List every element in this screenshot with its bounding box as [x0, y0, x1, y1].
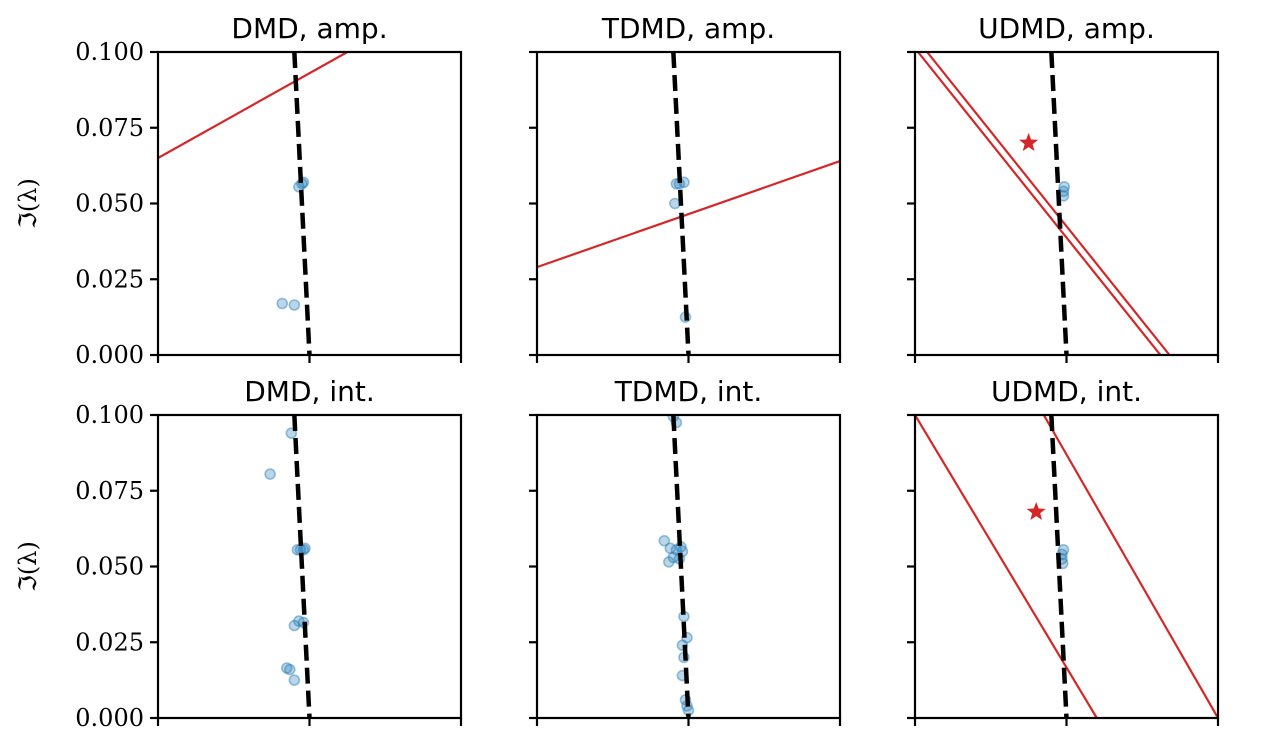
dashed-reference-curve — [1049, 52, 1069, 355]
y-tick-label: 0.025 — [75, 265, 144, 293]
eigenvalue-point — [669, 197, 681, 210]
eigenvalue-point — [284, 663, 296, 676]
plot-area — [537, 52, 840, 355]
axes-frame — [535, 413, 842, 720]
red-line-1 — [537, 160, 840, 269]
y-tick-label: 0.000 — [75, 704, 144, 731]
eigenvalue-point — [280, 662, 293, 674]
eigenvalue-point — [664, 542, 677, 555]
eigenvalue-point — [299, 542, 311, 555]
red-line-1 — [158, 52, 348, 160]
axes-frame — [913, 50, 1220, 357]
axes-frame — [156, 50, 463, 357]
plot-area — [264, 415, 312, 718]
eigenvalue-point — [670, 544, 683, 556]
red-line-2 — [926, 52, 1171, 355]
panel-3: UDMD, amp. — [907, 12, 1220, 363]
panel-title: UDMD, int. — [991, 375, 1142, 408]
eigenvalue-point — [293, 615, 305, 627]
panel-title: DMD, amp. — [231, 12, 387, 45]
dashed-reference-curve — [671, 415, 691, 718]
eigenvalue-point — [663, 556, 675, 568]
y-axis-label: ℑ(λ) — [14, 541, 42, 592]
panel-title: UDMD, amp. — [978, 12, 1155, 45]
eigenvalue-point — [288, 674, 301, 686]
panel-6: UDMD, int. — [907, 375, 1220, 726]
eigenvalue-point — [658, 534, 671, 547]
y-tick-label: 0.100 — [75, 38, 144, 66]
eigenvalue-point — [264, 468, 276, 480]
axes-frame — [156, 413, 463, 720]
y-axis-label: ℑ(λ) — [14, 178, 42, 229]
eigenvalue-point — [288, 299, 301, 311]
plot-area — [158, 52, 348, 355]
panel-title: TDMD, int. — [614, 375, 763, 408]
y-tick-label: 0.025 — [75, 628, 144, 656]
y-tick-label: 0.075 — [75, 114, 144, 142]
dashed-reference-curve — [292, 52, 312, 355]
y-tick-label: 0.100 — [75, 401, 144, 429]
eigenvalue-point — [1058, 181, 1071, 193]
y-tick-label: 0.050 — [75, 190, 144, 218]
plot-area — [658, 415, 695, 718]
red-line-1 — [917, 52, 1162, 355]
dashed-reference-curve — [1049, 415, 1069, 718]
eigenvalue-point — [276, 297, 289, 310]
panel-title: TDMD, amp. — [601, 12, 775, 45]
panel-4: 0.000 0.025 0.050 0.075 0.100 DMD, int. ℑ(λ) — [14, 375, 463, 731]
y-tick-label: 0.000 — [75, 341, 144, 369]
y-tick-label: 0.050 — [75, 553, 144, 581]
dashed-reference-curve — [671, 52, 691, 355]
star-marker — [1019, 132, 1039, 151]
eigenvalue-point — [288, 619, 301, 632]
star-marker — [1026, 501, 1046, 521]
eigenvalue-point — [1057, 544, 1070, 556]
eigenvalue-point — [291, 544, 304, 556]
y-tick-label: 0.075 — [75, 477, 144, 505]
red-line-1 — [915, 415, 1098, 718]
panel-5: TDMD, int. — [529, 375, 842, 726]
dashed-reference-curve — [292, 415, 312, 718]
panel-1: 0.000 0.025 0.050 0.075 0.100 DMD, amp. ℑ(λ) — [14, 12, 463, 369]
red-line-2 — [1042, 415, 1218, 718]
plot-area — [917, 52, 1171, 355]
panel-title: DMD, int. — [244, 375, 374, 408]
panel-2: TDMD, amp. — [529, 12, 842, 363]
axes-frame — [535, 50, 842, 357]
plot-area — [915, 415, 1218, 718]
